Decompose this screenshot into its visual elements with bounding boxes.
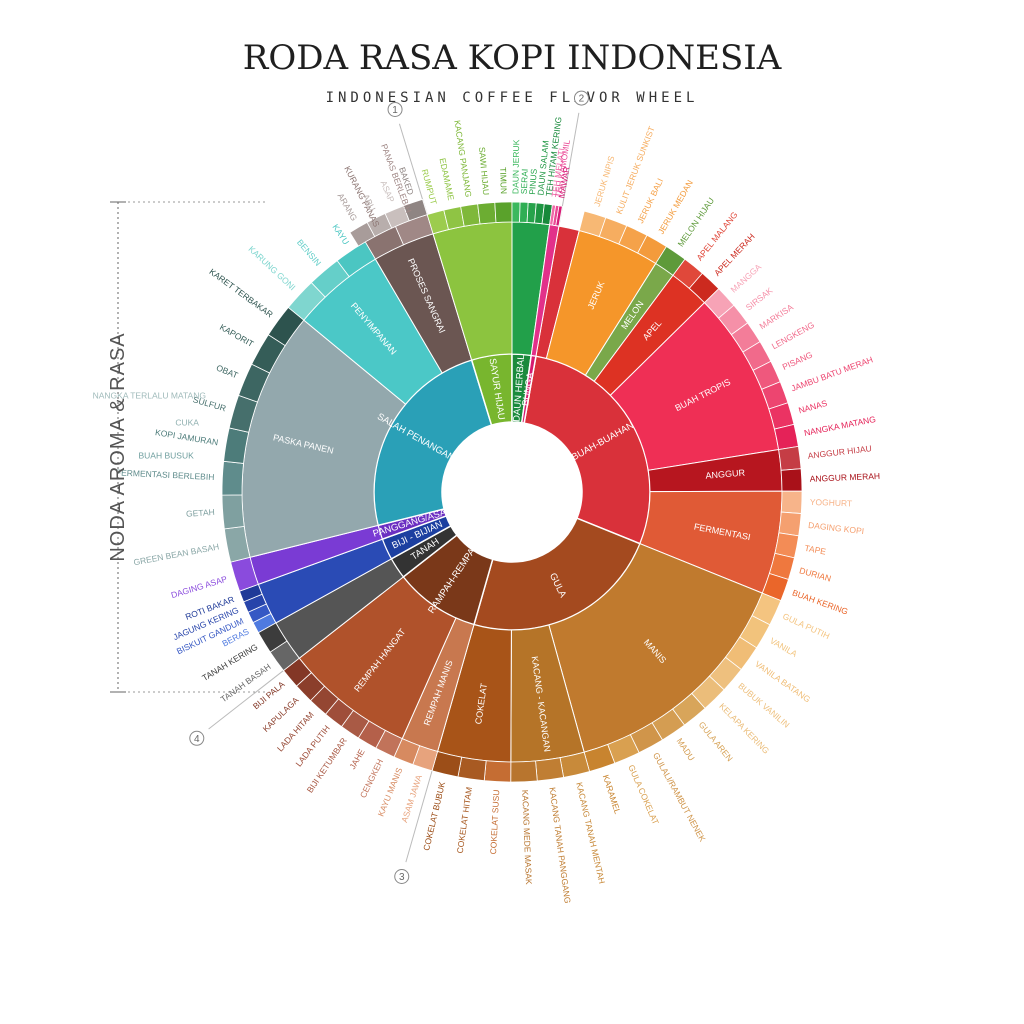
marker-number: 4 <box>194 734 200 745</box>
item-label: MARKISA <box>758 302 796 332</box>
wheel-center <box>444 424 580 560</box>
marker-circle <box>394 869 410 885</box>
item-band-anggur-hijau <box>778 445 802 471</box>
item-label: ANGGUR MERAH <box>810 471 881 484</box>
marker-number: 1 <box>392 105 398 116</box>
item-band-kacang-panjang <box>460 203 481 227</box>
item-label: GREEN BEAN BASAH <box>133 541 220 567</box>
item-band-getah <box>221 494 245 530</box>
subcategory-label: ANGGUR <box>705 468 746 481</box>
item-label: NANAS <box>797 398 828 416</box>
item-label: KOPI JAMURAN <box>154 427 219 447</box>
item-label: COKELAT SUSU <box>488 789 501 854</box>
item-label: BENSIN <box>295 237 323 268</box>
item-label: TAPE <box>804 543 827 557</box>
item-label: DURIAN <box>798 565 832 583</box>
item-label: VANILA <box>768 635 799 659</box>
item-label: NANGKA MATANG <box>803 414 876 438</box>
item-label: TIMUN <box>498 167 509 194</box>
item-label: JERUK BALI <box>635 177 665 225</box>
item-label: YOGHURT <box>810 497 853 509</box>
markers: 1 2 3 4 <box>189 90 589 885</box>
marker-circle <box>387 101 403 117</box>
loose-item-label: CUKA <box>175 417 199 427</box>
item-band-yoghurt <box>780 490 803 514</box>
item-label: KAYU <box>330 222 351 246</box>
item-band-mawar <box>555 205 563 227</box>
item-label: BUAH KERING <box>791 587 850 616</box>
item-label: GULA COKELAT <box>626 763 661 826</box>
item-band-fermentasi-berlebih <box>221 460 244 496</box>
item-label: MANGGA <box>729 262 764 295</box>
item-label: DAGING ASAP <box>170 574 229 601</box>
item-label: KARAMEL <box>601 773 623 815</box>
side-annotation: NODA AROMA & RASA <box>107 201 268 693</box>
marker-number: 3 <box>399 872 405 883</box>
item-label: JAHE <box>347 747 367 771</box>
item-label: GETAH <box>186 507 215 519</box>
item-label: OBAT <box>215 362 240 380</box>
item-label: SAWI HIJAU <box>477 147 491 196</box>
item-label: DAGING KOPI <box>808 520 865 536</box>
item-band-nangka-matang <box>774 423 799 451</box>
side-label: NODA AROMA & RASA <box>107 332 129 561</box>
item-label: SIRSAK <box>744 285 775 312</box>
item-label: MADU <box>675 736 697 762</box>
item-label: KARET TERBAKAR <box>207 266 274 319</box>
item-label: KACANG TANAH MENTAH <box>574 781 607 885</box>
item-label: GULA PUTIH <box>781 611 831 641</box>
marker-circle <box>573 90 589 106</box>
loose-item-label: BUAH BUSUK <box>138 451 194 461</box>
item-label: JERUK NIPIS <box>592 154 617 207</box>
item-label: DAUN JERUK <box>510 139 521 194</box>
item-label: GULA AREN <box>697 720 735 764</box>
item-label: ANGGUR HIJAU <box>807 443 872 461</box>
marker-circle <box>189 730 205 746</box>
marker-number: 2 <box>579 94 585 105</box>
item-label: KARUNG GONI <box>246 244 297 292</box>
item-label: KACANG TANAH PANGGANG <box>547 787 572 904</box>
item-band-cokelat-hitam <box>457 756 487 782</box>
item-label: KACANG MEDE MASAK <box>520 790 534 886</box>
item-label: FERMENTASI BERLEBIH <box>116 467 215 482</box>
item-label: KAYU MANIS <box>376 766 405 818</box>
item-label: KAPORIT <box>218 322 255 349</box>
item-band-timun <box>494 201 513 223</box>
item-band-kacang-tanah-panggang <box>535 757 565 782</box>
item-band-daging-kopi <box>778 511 802 537</box>
category-label: DAUN HERBAL <box>511 354 527 422</box>
page-title: RODA RASA KOPI INDONESIA <box>242 38 782 78</box>
item-label: KACANG PANJANG <box>452 119 473 197</box>
item-band-sawi-hijau <box>477 202 497 225</box>
wheel-rings <box>221 198 803 783</box>
item-label: PINUS <box>527 168 539 195</box>
item-label: COKELAT BUBUK <box>421 780 447 851</box>
item-band-baked <box>403 198 428 222</box>
loose-item-label: NANGKA TERLALU MATANG <box>93 390 206 400</box>
item-band-kacang-mede-masak <box>510 760 538 783</box>
item-label: SERAI <box>519 169 530 195</box>
page-subtitle: INDONESIAN COFFEE FLAVOR WHEEL <box>325 90 699 106</box>
item-label: GULALI/RAMBUT NENEK <box>651 751 708 844</box>
item-band-cokelat-susu <box>483 760 512 783</box>
item-label: ASAM JAWA <box>399 773 424 823</box>
item-label: EDAMAME <box>438 157 457 201</box>
category-label: BUNGA <box>520 371 536 407</box>
item-band-daun-jeruk <box>511 201 521 223</box>
item-label: ARANG <box>336 191 360 222</box>
item-label: COKELAT HITAM <box>455 786 474 854</box>
item-label: PISANG <box>781 350 814 372</box>
item-label: CENGKEH <box>358 757 385 799</box>
item-label: LENGKENG <box>770 320 816 352</box>
item-band-anggur-merah <box>780 468 803 492</box>
